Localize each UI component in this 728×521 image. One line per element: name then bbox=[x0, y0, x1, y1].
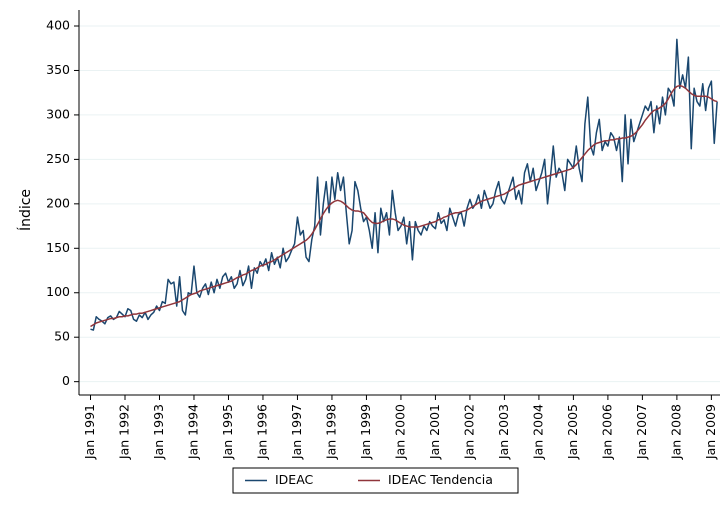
legend-label: IDEAC bbox=[275, 472, 314, 487]
x-tick-label: Jan 2004 bbox=[530, 404, 545, 460]
x-tick-label: Jan 1996 bbox=[254, 404, 269, 460]
y-tick-label: 150 bbox=[46, 240, 70, 255]
y-tick-label: 0 bbox=[62, 373, 70, 388]
x-tick-label: Jan 2002 bbox=[461, 404, 476, 460]
x-tick-label: Jan 1999 bbox=[358, 404, 373, 460]
y-tick-label: 50 bbox=[54, 329, 70, 344]
x-tick-label: Jan 1991 bbox=[82, 404, 97, 460]
x-tick-label: Jan 2005 bbox=[565, 404, 580, 460]
x-tick-label: Jan 2006 bbox=[599, 404, 614, 460]
line-series bbox=[90, 84, 718, 328]
x-tick-label: Jan 2008 bbox=[668, 404, 683, 460]
y-tick-label: 200 bbox=[46, 195, 70, 210]
y-tick-label: 350 bbox=[46, 62, 70, 77]
y-tick-label: 100 bbox=[46, 284, 70, 299]
x-tick-label: Jan 2001 bbox=[427, 404, 442, 460]
y-axis-label: Índice bbox=[17, 189, 34, 231]
x-tick-label: Jan 1995 bbox=[220, 404, 235, 460]
x-tick-label: Jan 1994 bbox=[185, 404, 200, 460]
x-tick-label: Jan 1997 bbox=[289, 404, 304, 460]
x-tick-label: Jan 1993 bbox=[151, 404, 166, 460]
x-tick-label: Jan 1992 bbox=[116, 404, 131, 460]
y-tick-label: 250 bbox=[46, 151, 70, 166]
x-tick-label: Jan 2007 bbox=[634, 404, 649, 460]
y-tick-label: 400 bbox=[46, 18, 70, 33]
x-tick-label: Jan 1998 bbox=[323, 404, 338, 460]
line-series bbox=[90, 38, 718, 331]
x-tick-label: Jan 2009 bbox=[703, 404, 718, 460]
y-tick-label: 300 bbox=[46, 106, 70, 121]
legend-label: IDEAC Tendencia bbox=[388, 472, 493, 487]
x-tick-label: Jan 2000 bbox=[392, 404, 407, 460]
x-tick-label: Jan 2003 bbox=[496, 404, 511, 460]
